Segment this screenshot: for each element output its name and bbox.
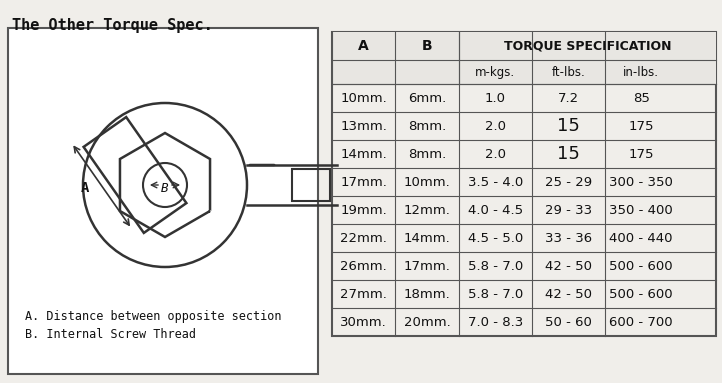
Bar: [332, 32, 716, 336]
Text: 18mm.: 18mm.: [404, 288, 451, 301]
Text: 6mm.: 6mm.: [408, 92, 446, 105]
Text: 3.5 - 4.0: 3.5 - 4.0: [468, 175, 523, 188]
Text: 12mm.: 12mm.: [404, 203, 451, 216]
Text: 1.0: 1.0: [484, 92, 505, 105]
Text: 8mm.: 8mm.: [408, 119, 446, 133]
Text: in-lbs.: in-lbs.: [623, 65, 659, 79]
Text: 50 - 60: 50 - 60: [544, 316, 591, 329]
Text: 22mm.: 22mm.: [340, 231, 387, 244]
Text: 17mm.: 17mm.: [340, 175, 387, 188]
Text: 13mm.: 13mm.: [340, 119, 387, 133]
Bar: [332, 32, 716, 84]
Text: 20mm.: 20mm.: [404, 316, 451, 329]
Text: 26mm.: 26mm.: [340, 260, 387, 272]
Text: 30mm.: 30mm.: [340, 316, 387, 329]
Text: 175: 175: [628, 119, 654, 133]
Text: 7.0 - 8.3: 7.0 - 8.3: [468, 316, 523, 329]
Text: 4.5 - 5.0: 4.5 - 5.0: [468, 231, 523, 244]
Text: B: B: [422, 39, 432, 53]
Text: 42 - 50: 42 - 50: [544, 288, 591, 301]
Text: 4.0 - 4.5: 4.0 - 4.5: [468, 203, 523, 216]
Text: 25 - 29: 25 - 29: [544, 175, 592, 188]
Text: A: A: [80, 181, 89, 195]
Text: 500 - 600: 500 - 600: [609, 288, 673, 301]
Text: B: B: [161, 182, 169, 195]
Text: 8mm.: 8mm.: [408, 147, 446, 160]
Text: 42 - 50: 42 - 50: [544, 260, 591, 272]
Text: 350 - 400: 350 - 400: [609, 203, 673, 216]
Text: 175: 175: [628, 147, 654, 160]
Text: The Other Torque Spec.: The Other Torque Spec.: [12, 18, 213, 33]
Text: 5.8 - 7.0: 5.8 - 7.0: [468, 260, 523, 272]
Text: 17mm.: 17mm.: [404, 260, 451, 272]
FancyBboxPatch shape: [8, 28, 318, 374]
Text: 27mm.: 27mm.: [340, 288, 387, 301]
Text: 500 - 600: 500 - 600: [609, 260, 673, 272]
Text: A: A: [358, 39, 369, 53]
Text: 10mm.: 10mm.: [340, 92, 387, 105]
Text: 15: 15: [557, 145, 580, 163]
Text: 33 - 36: 33 - 36: [544, 231, 592, 244]
Text: 2.0: 2.0: [484, 147, 505, 160]
Text: TORQUE SPECIFICATION: TORQUE SPECIFICATION: [504, 39, 671, 52]
Text: 15: 15: [557, 117, 580, 135]
Text: ft-lbs.: ft-lbs.: [552, 65, 585, 79]
Text: 7.2: 7.2: [557, 92, 579, 105]
Text: 14mm.: 14mm.: [340, 147, 387, 160]
Text: 5.8 - 7.0: 5.8 - 7.0: [468, 288, 523, 301]
Text: 29 - 33: 29 - 33: [544, 203, 592, 216]
Text: 19mm.: 19mm.: [340, 203, 387, 216]
Text: 2.0: 2.0: [484, 119, 505, 133]
Text: 14mm.: 14mm.: [404, 231, 451, 244]
Text: 400 - 440: 400 - 440: [609, 231, 673, 244]
Text: 300 - 350: 300 - 350: [609, 175, 673, 188]
Text: m-kgs.: m-kgs.: [475, 65, 516, 79]
Bar: [292, 169, 330, 201]
Text: 600 - 700: 600 - 700: [609, 316, 673, 329]
Text: 10mm.: 10mm.: [404, 175, 451, 188]
Text: A. Distance between opposite section: A. Distance between opposite section: [25, 310, 282, 323]
Text: 85: 85: [632, 92, 650, 105]
Text: B. Internal Screw Thread: B. Internal Screw Thread: [25, 328, 196, 341]
